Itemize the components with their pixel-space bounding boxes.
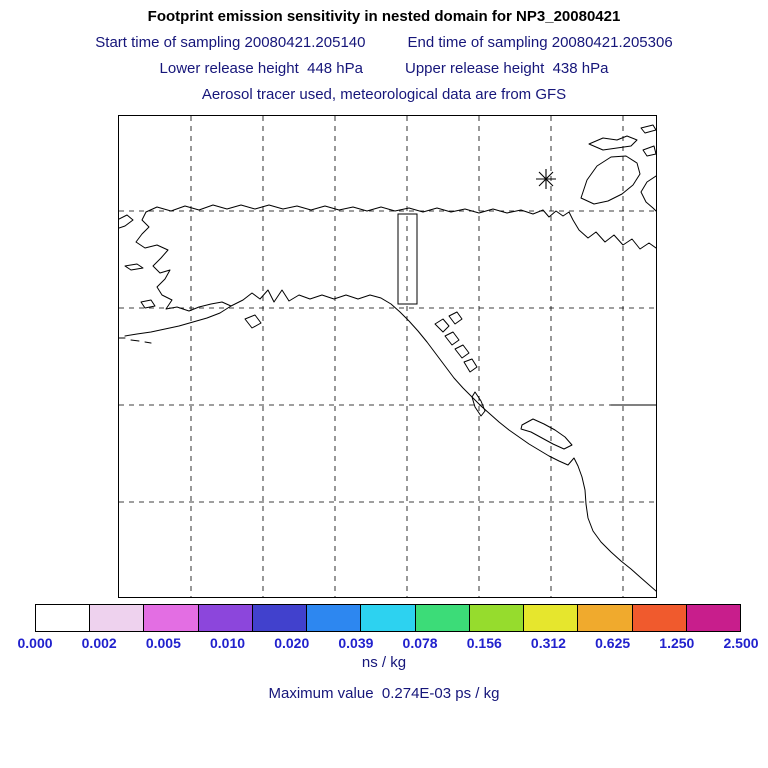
colorbar-segment (632, 605, 687, 631)
colorbar-segment (198, 605, 253, 631)
colorbar-segment (307, 605, 362, 631)
colorbar-tick-label: 0.020 (274, 635, 310, 651)
colorbar-segment (90, 605, 145, 631)
coastlines (119, 124, 656, 592)
colorbar-tick-label: 0.312 (530, 635, 566, 651)
coastline-arctic (145, 204, 656, 250)
colorbar-tick-label: 0.000 (17, 635, 53, 651)
coastline-chukotka (119, 214, 134, 229)
colorbar-units-label: ns / kg (361, 654, 407, 671)
tracer-meteo-text: Aerosol tracer used, meteorological data… (201, 86, 567, 103)
release-heights-line: Lower release height 448 hPa Upper relea… (0, 60, 768, 77)
colorbar-tick-label: 0.002 (81, 635, 117, 651)
colorbar-segment (469, 605, 525, 631)
map-frame (118, 115, 657, 598)
colorbar-tick-label: 0.156 (466, 635, 502, 651)
coastline-west-alaska (124, 211, 232, 337)
end-time-text: End time of sampling 20080421.205306 (407, 34, 673, 51)
island-banks (580, 155, 641, 205)
colorbar-tick-label: 0.005 (145, 635, 181, 651)
coastline-gulf-and-west-coast (230, 289, 656, 592)
maximum-value-label: Maximum value 0.274E-03 ps / kg (268, 685, 500, 702)
map-canvas (119, 116, 656, 597)
islands-bering-sea (124, 263, 156, 309)
colorbar-tick-label: 2.500 (723, 635, 759, 651)
colorbar-tick-label: 0.010 (210, 635, 246, 651)
sampling-times-line: Start time of sampling 20080421.205140 E… (0, 34, 768, 51)
colorbar-segment (686, 605, 741, 631)
island-victoria-edge (640, 175, 656, 212)
colorbar-tick-labels: 0.000 0.002 0.005 0.010 0.020 0.039 0.078 0.156… (17, 635, 758, 651)
islands-arctic-archipelago (588, 124, 656, 157)
colorbar-segment (415, 605, 470, 631)
island-kodiak (244, 314, 262, 329)
colorbar-tick-label: 1.250 (659, 635, 695, 651)
tracer-meteo-line: Aerosol tracer used, meteorological data… (0, 86, 768, 103)
nested-domain-box (397, 213, 418, 305)
upper-release-text: Upper release height 438 hPa (405, 60, 609, 77)
colorbar-segment (144, 605, 199, 631)
islands-aleutian-chain (119, 337, 152, 344)
colorbar-segment (578, 605, 633, 631)
island-vancouver (520, 418, 573, 450)
lower-release-text: Lower release height 448 hPa (159, 60, 363, 77)
colorbar-segment (361, 605, 416, 631)
colorbar-segment (36, 605, 91, 631)
colorbar: 0.000 0.002 0.005 0.010 0.020 0.039 0.078 0.156… (17, 604, 759, 651)
islands-alexander-archipelago (434, 311, 478, 373)
island-haida-gwaii (471, 391, 486, 417)
colorbar-segment (524, 605, 579, 631)
colorbar-tick-label: 0.039 (338, 635, 374, 651)
colorbar-segment (252, 605, 308, 631)
plot-title: Footprint emission sensitivity in nested… (147, 8, 621, 25)
colorbar-segments (35, 604, 741, 632)
colorbar-tick-label: 0.625 (595, 635, 631, 651)
release-marker-asterisk (536, 169, 556, 189)
colorbar-tick-label: 0.078 (402, 635, 438, 651)
graticule-gridlines (119, 116, 656, 597)
start-time-text: Start time of sampling 20080421.205140 (95, 34, 366, 51)
